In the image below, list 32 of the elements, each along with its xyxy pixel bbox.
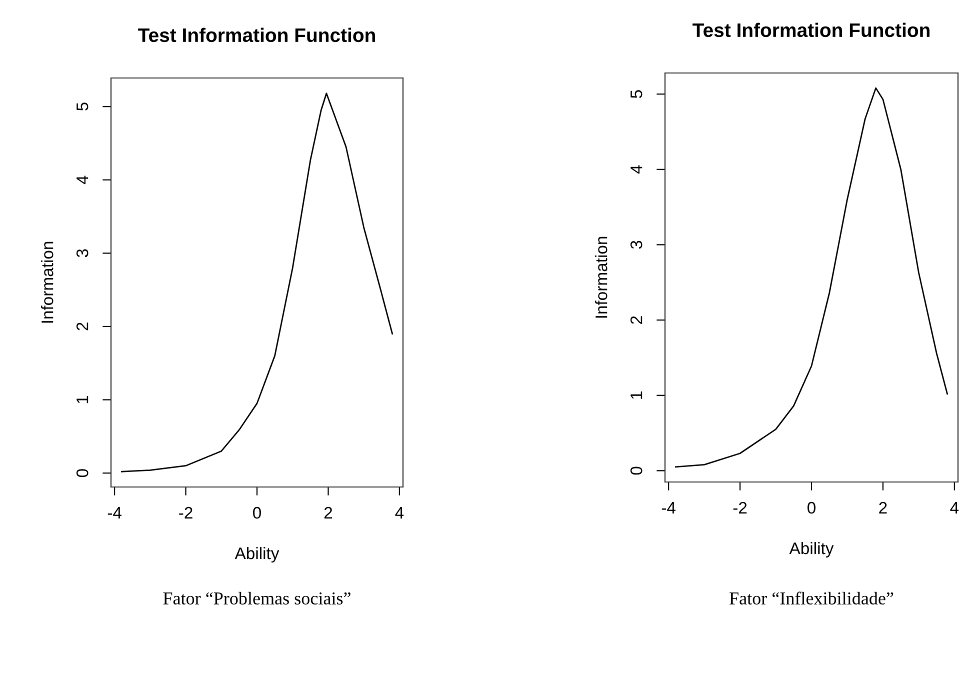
- x-tick-label: -4: [662, 502, 676, 514]
- y-tick-label: 1: [630, 392, 642, 399]
- y-tick-label: 4: [76, 176, 88, 184]
- y-tick-label: 0: [76, 469, 88, 478]
- y-tick-label: 1: [76, 396, 88, 404]
- x-tick-label: 2: [879, 502, 887, 514]
- y-tick-label: 3: [630, 240, 642, 249]
- y-tick-label: 0: [630, 466, 642, 475]
- x-tick-label: 0: [808, 502, 816, 514]
- line-series: [675, 87, 948, 468]
- x-tick-label: 2: [324, 506, 332, 519]
- y-tick-label: 5: [76, 102, 88, 111]
- x-tick-label: 4: [950, 502, 959, 514]
- x-tick-label: 4: [395, 507, 404, 519]
- y-axis-title: Information: [41, 242, 54, 323]
- y-tick-label: 2: [76, 322, 88, 330]
- y-tick-label: 5: [630, 90, 642, 98]
- text: Fator “Problemas sociais”: [163, 592, 350, 605]
- chart-title: Test Information Function: [138, 28, 375, 42]
- x-tick-label: -2: [179, 506, 192, 519]
- x-axis-title: Ability: [234, 546, 280, 563]
- y-tick-label: 4: [630, 165, 642, 174]
- x-tick-label: 0: [253, 506, 261, 519]
- y-axis-title: Information: [595, 236, 608, 318]
- x-axis-title: Ability: [789, 542, 834, 558]
- text: Fator “Inflexibilidade”: [730, 592, 894, 605]
- y-tick-label: 3: [76, 249, 88, 258]
- chart-title: Test Information Function: [692, 22, 930, 38]
- y-tick-label: 2: [630, 316, 642, 324]
- x-tick-label: -4: [108, 507, 122, 519]
- x-tick-label: -2: [733, 502, 747, 514]
- line-series: [120, 92, 394, 472]
